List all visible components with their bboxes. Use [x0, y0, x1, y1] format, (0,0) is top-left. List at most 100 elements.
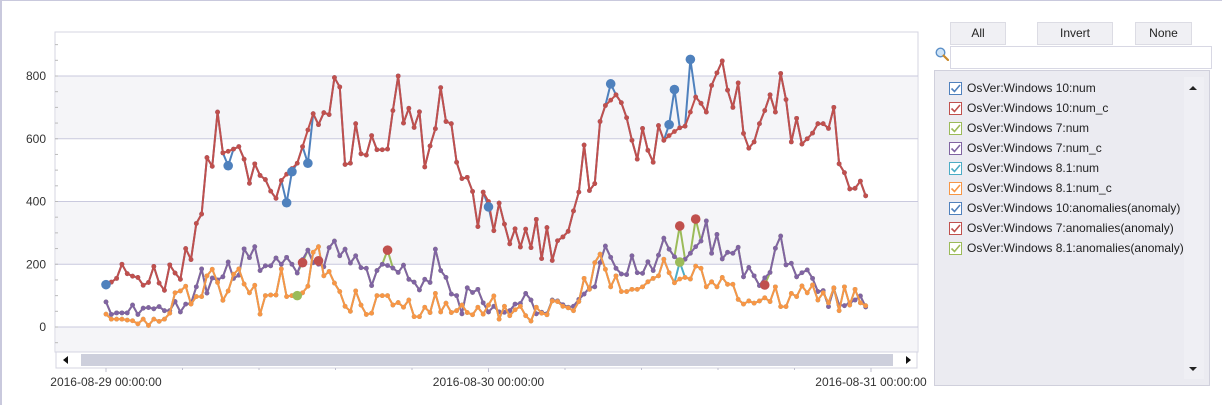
data-point [241, 156, 247, 162]
data-point [321, 273, 327, 279]
legend-item[interactable]: OsVer:Windows 8.1:anomalies(anomaly) [949, 239, 1184, 257]
anomaly-marker [605, 79, 616, 89]
data-point [316, 122, 321, 128]
data-point [406, 276, 412, 282]
data-point [342, 162, 348, 167]
data-point [130, 318, 135, 324]
data-point [432, 126, 438, 132]
data-point [225, 259, 231, 265]
select-all-button[interactable]: All [950, 22, 1006, 45]
data-point [347, 160, 353, 166]
data-point [353, 121, 359, 127]
data-point [470, 290, 475, 295]
data-point [687, 250, 693, 256]
legend-item[interactable]: OsVer:Windows 10:num [949, 79, 1096, 97]
data-point [544, 312, 550, 318]
data-point [703, 284, 709, 290]
data-point [666, 246, 672, 252]
scroll-left-icon[interactable] [63, 356, 68, 364]
data-point [555, 238, 560, 244]
data-point [597, 251, 603, 257]
checkbox-checked-icon[interactable] [949, 81, 962, 95]
data-point [613, 273, 619, 279]
legend-item[interactable]: OsVer:Windows 10:anomalies(anomaly) [949, 199, 1180, 217]
anomaly-marker [303, 158, 313, 169]
checkbox-checked-icon[interactable] [949, 161, 962, 175]
data-point [406, 105, 412, 111]
data-point [103, 299, 109, 305]
scrollbar-thumb[interactable] [81, 354, 893, 366]
data-point [172, 270, 178, 276]
data-point [411, 279, 417, 285]
y-tick-label: 800 [26, 69, 46, 83]
data-point [847, 302, 853, 308]
data-point [820, 121, 826, 127]
data-point [549, 258, 555, 263]
data-point [714, 70, 720, 76]
series-filter-input[interactable] [950, 46, 1212, 69]
checkbox-checked-icon[interactable] [949, 141, 962, 155]
legend-item[interactable]: OsVer:Windows 8.1:num [949, 159, 1099, 177]
data-point [326, 245, 332, 251]
data-point [741, 301, 746, 307]
data-point [374, 147, 380, 153]
data-point [698, 238, 704, 244]
select-none-button[interactable]: None [1135, 22, 1192, 45]
scroll-right-icon[interactable] [906, 356, 911, 364]
data-point [517, 244, 523, 250]
data-point [369, 283, 375, 288]
checkbox-checked-icon[interactable] [949, 121, 962, 135]
checkbox-checked-icon[interactable] [949, 201, 962, 215]
data-point [533, 304, 539, 310]
data-point [209, 275, 215, 281]
data-point [236, 144, 242, 149]
data-point [640, 125, 645, 131]
data-point [624, 115, 630, 121]
data-point [656, 252, 661, 258]
data-point [842, 303, 847, 309]
data-point [140, 305, 146, 311]
legend-item[interactable]: OsVer:Windows 10:num_c [949, 99, 1108, 117]
checkbox-checked-icon[interactable] [949, 241, 962, 255]
y-tick-label: 0 [39, 320, 46, 334]
data-point [316, 244, 321, 250]
data-point [677, 125, 683, 131]
checkbox-checked-icon[interactable] [949, 181, 962, 195]
data-point [172, 290, 178, 296]
data-point [310, 111, 316, 117]
checkbox-checked-icon[interactable] [949, 221, 962, 235]
legend-item[interactable]: OsVer:Windows 7:num_c [949, 139, 1102, 157]
scroll-down-icon[interactable] [1189, 367, 1197, 371]
legend-scrollbar[interactable] [1184, 77, 1204, 379]
invert-selection-button[interactable]: Invert [1037, 22, 1113, 45]
legend-item[interactable]: OsVer:Windows 7:anomalies(anomaly) [949, 219, 1174, 237]
data-point [507, 241, 513, 247]
data-point [698, 265, 704, 271]
legend-item[interactable]: OsVer:Windows 7:num [949, 119, 1089, 137]
scroll-up-icon[interactable] [1189, 86, 1197, 90]
data-point [305, 247, 311, 253]
data-point [788, 260, 794, 266]
data-point [183, 283, 189, 289]
data-point [363, 152, 369, 158]
checkbox-checked-icon[interactable] [949, 101, 962, 115]
data-point [273, 292, 279, 298]
legend-item[interactable]: OsVer:Windows 8.1:num_c [949, 179, 1112, 197]
data-point [857, 300, 863, 306]
data-point [326, 269, 332, 274]
data-point [778, 304, 784, 310]
data-point [778, 233, 784, 239]
data-point [842, 170, 847, 176]
data-point [698, 100, 704, 106]
data-point [735, 296, 741, 302]
data-point [640, 284, 645, 290]
data-point [231, 146, 236, 152]
data-point [719, 58, 725, 64]
data-point [602, 103, 608, 108]
data-point [672, 129, 677, 134]
data-point [427, 280, 433, 285]
data-point [114, 310, 120, 316]
data-point [581, 291, 587, 297]
data-point [177, 276, 183, 282]
data-point [464, 174, 470, 180]
